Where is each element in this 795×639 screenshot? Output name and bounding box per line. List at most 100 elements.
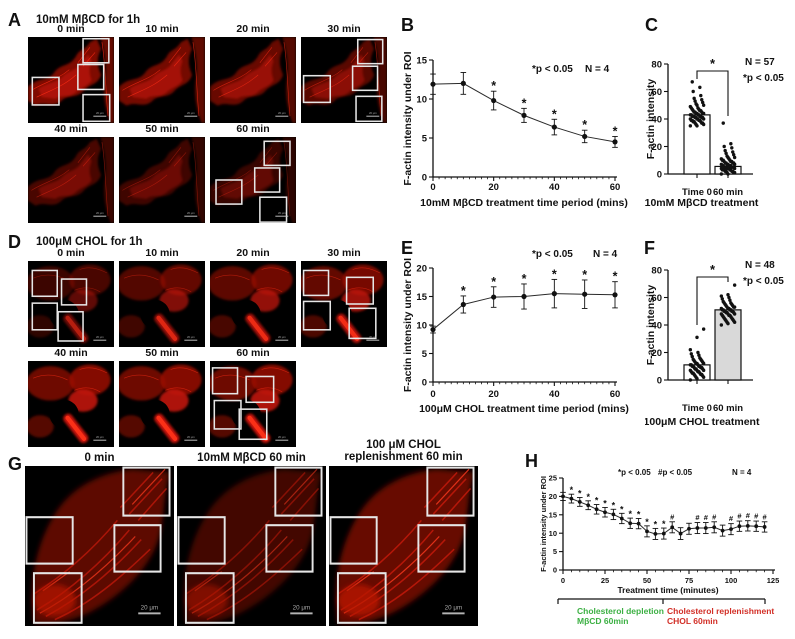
svg-text:5: 5 [422,133,428,144]
micro-image-A-3: 20 μm [301,37,387,123]
svg-text:25: 25 [601,576,609,585]
svg-text:*: * [637,509,641,519]
scale-bar-label: 20 μm [187,435,195,439]
chart-H-line: 0 5 10 15 20 25 0 25 50 75 100 125 * * * * * * * * * * * * # # # # #… [490,450,795,639]
svg-text:*p < 0.05: *p < 0.05 [618,468,651,477]
chart-F-svg: 0 20 40 60 80 Time 0 60 min * N = 48 *p < 0.05 100… [644,260,785,428]
svg-text:*: * [491,79,496,93]
fluorescence-image: 20 μm [117,361,205,447]
svg-text:*: * [570,485,574,495]
chart-C-svg: 0 20 40 60 80 Time 0 60 min * N = 57 *p < 0.05 10m… [645,56,785,209]
treatment-phase-label: Cholesterol depletion [577,606,664,616]
svg-text:20: 20 [488,182,499,193]
scale-bar [138,612,161,615]
svg-text:60 min: 60 min [713,403,743,414]
svg-text:60: 60 [651,87,662,98]
svg-text:100μM CHOL treatment time peri: 100μM CHOL treatment time period (mins) [419,403,629,415]
scale-bar [275,439,289,441]
svg-text:40: 40 [549,389,560,400]
svg-text:0: 0 [430,389,435,400]
svg-text:N = 4: N = 4 [732,468,752,477]
image-label-A-2: 20 min [236,23,270,35]
svg-text:60: 60 [610,182,621,193]
micro-image-G-1: 20 μm [177,466,326,626]
scale-bar-label: 20 μm [278,435,286,439]
svg-text:*: * [522,272,527,286]
svg-text:40: 40 [651,320,662,331]
scale-bar-label: 20 μm [278,211,286,215]
fluorescence-image: 20 μm [299,261,387,347]
image-label-A-6: 60 min [236,123,270,135]
svg-text:#: # [704,513,709,522]
scale-bar [184,115,198,117]
svg-text:*: * [662,519,666,529]
svg-text:Time 0: Time 0 [682,187,712,198]
svg-text:15: 15 [549,510,557,519]
svg-text:10mM MβCD treatment: 10mM MβCD treatment [645,197,759,209]
fluorescence-image: 20 μm [329,466,478,626]
image-label-G-1: 10mM MβCD 60 min [197,452,306,464]
svg-text:*p < 0.05: *p < 0.05 [743,73,784,84]
fluorescence-image: 20 μm [210,37,296,123]
svg-text:0: 0 [561,576,565,585]
svg-text:#p < 0.05: #p < 0.05 [658,468,693,477]
svg-text:*: * [603,498,607,508]
svg-text:#: # [754,512,759,521]
svg-text:*: * [578,489,582,499]
svg-text:0: 0 [553,566,557,575]
panel-letter-F: F [644,238,655,258]
chart-E-line: 0 5 10 15 20 0 20 40 60 * * * * * * *p < 0.05 N = 4 100μM… [398,235,645,430]
fluorescence-image: 20 μm [119,37,205,123]
scale-bar-label: 20 μm [187,111,195,115]
svg-text:*: * [522,96,527,110]
svg-text:N = 57: N = 57 [745,57,775,68]
svg-text:60: 60 [651,293,662,304]
chart-B-line: 0 5 10 15 0 20 40 60 * * * * * *p < 0.05 N = 4 10mM MβC… [398,12,645,215]
svg-text:20: 20 [651,142,662,153]
svg-text:#: # [695,513,700,522]
svg-text:*: * [586,492,590,502]
scale-bar [184,439,198,441]
fluorescence-image: 20 μm [117,261,205,347]
panel-letter-H: H [525,451,538,471]
svg-text:F-actin intensity under ROI: F-actin intensity under ROI [402,51,414,185]
panel-letter-A: A [8,10,21,30]
svg-text:80: 80 [651,265,662,276]
svg-text:N = 4: N = 4 [585,64,610,75]
image-label-A-3: 30 min [327,23,361,35]
svg-text:15: 15 [416,55,427,66]
svg-text:25: 25 [549,474,557,483]
scale-bar [275,339,289,341]
image-label-D-2: 20 min [236,247,270,259]
micro-image-A-1: 20 μm [119,37,205,123]
micro-image-A-0: 20 μm [28,37,114,123]
scale-bar-label: 20 μm [141,605,158,612]
svg-text:N = 4: N = 4 [593,249,618,260]
svg-text:40: 40 [651,114,662,125]
image-label-A-4: 40 min [54,123,88,135]
svg-text:Time 0: Time 0 [682,403,712,414]
panel-letter-D: D [8,232,21,252]
svg-text:F-actin intensity under ROI: F-actin intensity under ROI [539,476,548,572]
svg-text:*p < 0.05: *p < 0.05 [743,276,784,287]
chart-F-bar-scatter: 0 20 40 60 80 Time 0 60 min * N = 48 *p < 0.05 100… [644,235,795,430]
svg-text:*: * [613,124,618,138]
micro-image-D-1: 20 μm [117,261,205,347]
svg-text:*: * [595,495,599,505]
image-label-A-1: 10 min [145,23,179,35]
scale-bar-label: 20 μm [278,335,286,339]
micro-image-A-4: 20 μm [28,137,114,223]
treatment-phase-label: CHOL 60min [667,616,718,626]
image-label-A-0: 0 min [57,23,85,35]
panel-D-title: 100μM CHOL for 1h [36,236,143,248]
svg-text:#: # [737,512,742,521]
image-label-G-0: 0 min [84,452,115,464]
fluorescence-image: 20 μm [28,137,114,223]
svg-text:125: 125 [767,576,780,585]
svg-text:5: 5 [553,547,557,556]
image-label-D-1: 10 min [145,247,179,259]
scale-bar [275,215,289,217]
scale-bar [366,339,380,341]
svg-text:*: * [710,56,716,71]
